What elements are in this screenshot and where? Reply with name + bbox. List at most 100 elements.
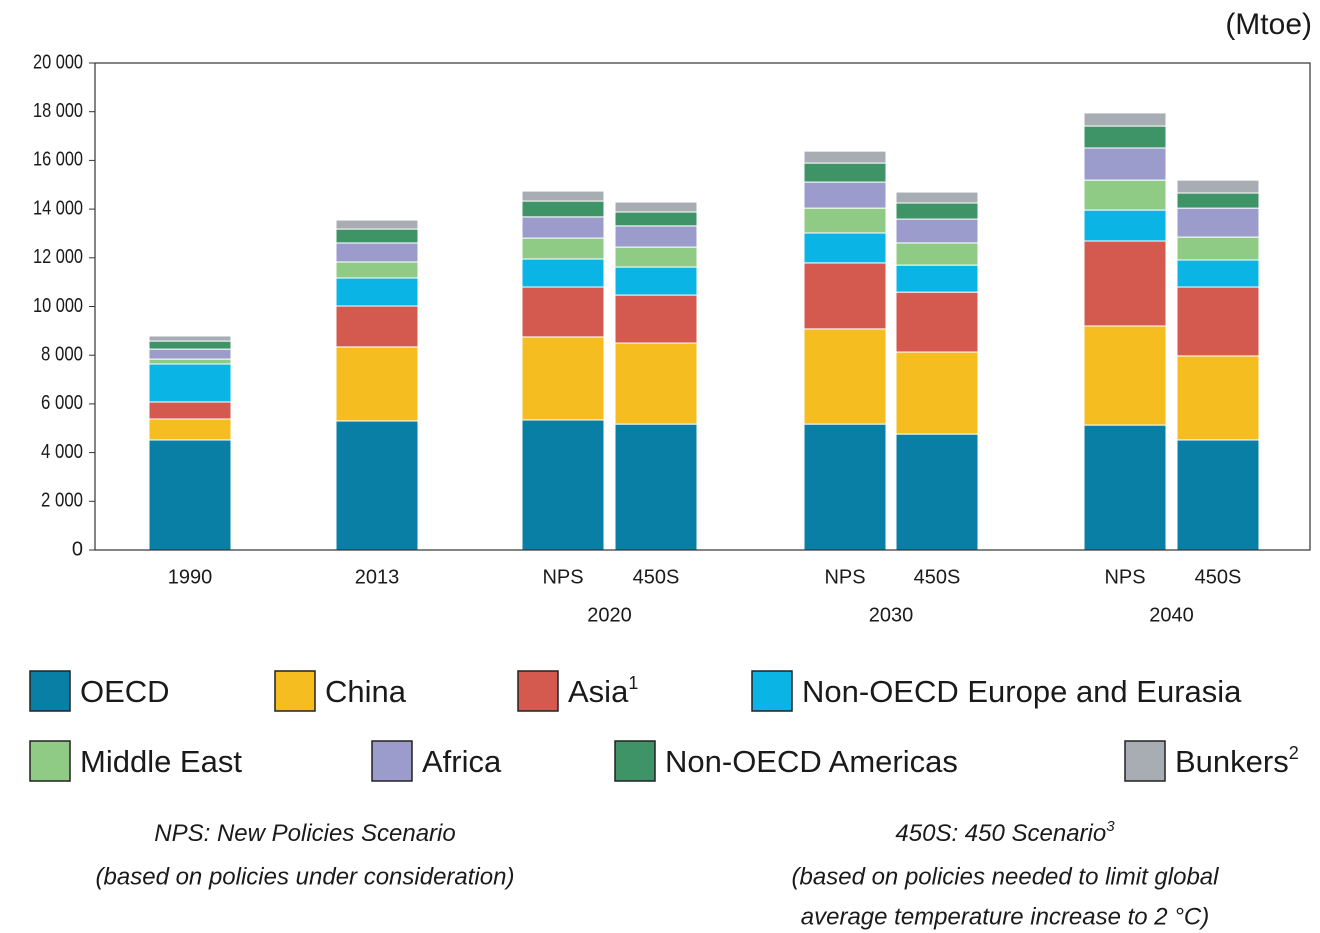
bar-segment <box>521 216 605 239</box>
note-title: NPS: New Policies Scenario <box>154 820 455 847</box>
legend-label: Non-OECD Europe and Eurasia <box>802 674 1242 709</box>
legend-name: China <box>325 674 407 709</box>
legend-label: Non-OECD Americas <box>665 744 958 779</box>
bar-segment <box>521 237 605 260</box>
bar-segment <box>335 305 419 348</box>
group-label: 2040 <box>1149 604 1194 626</box>
bar-segment <box>1176 286 1260 357</box>
bar-segment <box>521 200 605 218</box>
bar-segment <box>1083 125 1167 149</box>
bar-segment <box>148 418 232 441</box>
bar-segment <box>803 423 887 551</box>
bar-segment <box>1176 355 1260 441</box>
legend-swatch <box>29 670 71 712</box>
bar-segment <box>1083 147 1167 181</box>
y-tick-label: 18 000 <box>33 100 83 122</box>
y-tick-label: 2 000 <box>41 490 83 512</box>
bar-segment <box>148 335 232 342</box>
bar-segment <box>614 294 698 344</box>
bar-segment <box>614 342 698 425</box>
legend-swatch <box>751 670 793 712</box>
bar-segment <box>803 162 887 183</box>
legend-name: Middle East <box>80 744 242 779</box>
y-tick-label: 4 000 <box>41 441 83 463</box>
group-label: 2020 <box>587 604 632 626</box>
bar-segment <box>895 433 979 551</box>
x-tick-label: 2013 <box>355 566 400 588</box>
bar-segment <box>148 340 232 350</box>
bar-segment <box>614 423 698 551</box>
note-title-text: 450S: 450 Scenario <box>895 820 1106 847</box>
plot-frame <box>94 62 1311 551</box>
bar-segment <box>1083 179 1167 211</box>
bar-segment <box>335 242 419 263</box>
note-title: 450S: 450 Scenario3 <box>895 818 1115 847</box>
y-tick-label: 20 000 <box>33 51 83 73</box>
legend-label: Bunkers2 <box>1175 743 1299 779</box>
bar-segment <box>1176 236 1260 261</box>
y-tick-label: 12 000 <box>33 246 83 268</box>
bar-segment <box>1176 439 1260 551</box>
note-footnote: 3 <box>1106 818 1115 835</box>
x-tick-label: NPS <box>824 566 865 588</box>
y-tick-label: 10 000 <box>33 295 83 317</box>
bar-segment <box>895 242 979 266</box>
group-label: 2030 <box>869 604 914 626</box>
legend-footnote: 1 <box>628 673 638 693</box>
bar-segment <box>803 328 887 425</box>
bar-segment <box>803 262 887 330</box>
legend-swatch <box>371 740 413 782</box>
bar-segment <box>895 291 979 353</box>
legend-label: China <box>325 674 407 709</box>
bar-segment <box>148 401 232 420</box>
bar-segment <box>1083 209 1167 242</box>
bar-segment <box>335 420 419 551</box>
legend-swatch <box>274 670 316 712</box>
bar-segment <box>895 351 979 435</box>
x-tick-label: 450S <box>914 566 961 588</box>
x-tick-label: 450S <box>1195 566 1242 588</box>
x-tick-label: 450S <box>633 566 680 588</box>
legend-footnote: 2 <box>1289 743 1299 763</box>
x-tick-label: NPS <box>542 566 583 588</box>
legend-label: Africa <box>422 744 502 779</box>
bar-segment <box>614 211 698 227</box>
bar-segment <box>895 218 979 244</box>
bar-segment <box>521 419 605 551</box>
bar-segment <box>148 348 232 360</box>
bar-segment <box>521 336 605 421</box>
legend-name: Africa <box>422 744 502 779</box>
note-line: (based on policies under consideration) <box>96 863 515 890</box>
bar-segment <box>521 286 605 338</box>
note-line: (based on policies needed to limit globa… <box>792 863 1220 890</box>
bar-segment <box>148 358 232 365</box>
note-line: average temperature increase to 2 °C) <box>801 903 1209 930</box>
y-tick-label: 14 000 <box>33 197 83 219</box>
bar-segment <box>1176 192 1260 209</box>
bar-segment <box>895 264 979 293</box>
bar-segment <box>614 225 698 248</box>
legend-swatch <box>29 740 71 782</box>
bar-segment <box>1176 259 1260 288</box>
legend-swatch <box>614 740 656 782</box>
bar-segment <box>148 363 232 403</box>
bar-segment <box>803 181 887 209</box>
bar-segment <box>1176 179 1260 194</box>
y-tick-label: 0 <box>72 538 83 560</box>
legend-label: Middle East <box>80 744 242 779</box>
bar-segment <box>803 150 887 164</box>
bar-segment <box>803 232 887 264</box>
bar-segment <box>1083 240 1167 327</box>
note-title-text: NPS: New Policies Scenario <box>154 820 455 847</box>
x-tick-label: 1990 <box>168 566 213 588</box>
bar-segment <box>614 266 698 296</box>
bar-segment <box>1083 112 1167 127</box>
bar-segment <box>335 261 419 279</box>
legend-name: Asia <box>568 674 629 709</box>
legend-label: Asia1 <box>568 673 638 709</box>
bar-segment <box>335 277 419 307</box>
legend-name: Non-OECD Europe and Eurasia <box>802 674 1242 709</box>
legend-label: OECD <box>80 674 170 709</box>
y-tick-label: 8 000 <box>41 343 83 365</box>
